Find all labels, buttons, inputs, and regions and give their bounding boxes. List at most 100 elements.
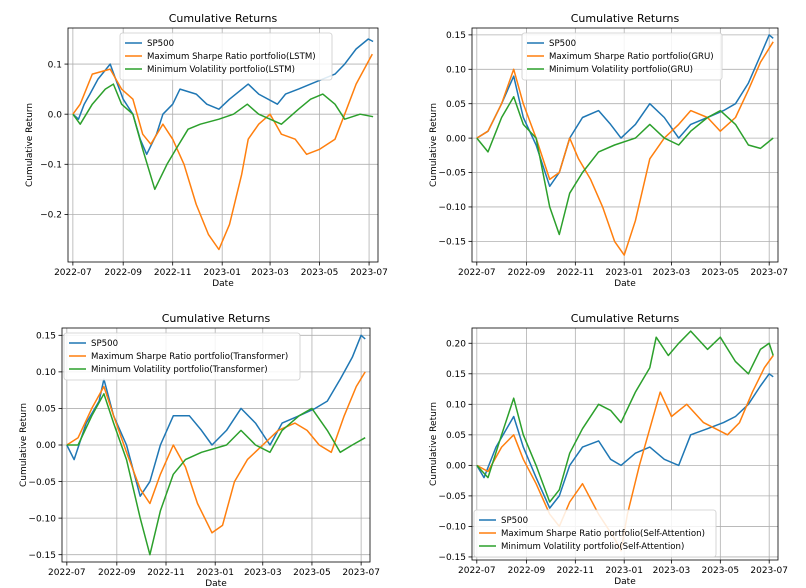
x-tick-label: 2023-01 xyxy=(605,566,643,576)
y-tick-label: −0.15 xyxy=(438,238,466,248)
x-tick-label: 2022-07 xyxy=(458,268,496,278)
y-tick-label: 0.0 xyxy=(48,110,63,120)
y-tick-label: 0.10 xyxy=(446,401,466,411)
y-tick-label: 0.10 xyxy=(446,65,466,75)
chart-panel-2: 2022-07 2022-09 2022-11 2023-01 2023-03 2023-… xyxy=(429,12,788,289)
legend-label: SP500 xyxy=(549,39,576,49)
x-tick-label: 2022-09 xyxy=(104,268,142,278)
x-axis-label: Date xyxy=(205,579,227,588)
y-axis-label: Cumulative Return xyxy=(429,402,439,486)
y-tick-label: −0.10 xyxy=(438,203,466,213)
y-tick-label: 0.00 xyxy=(36,441,56,451)
legend: SP500 Maximum Sharpe Ratio portfolio(Tran… xyxy=(63,332,301,381)
legend-label: Minimum Volatility portfolio(Self-Attent… xyxy=(501,542,684,552)
x-tick-label: 2023-07 xyxy=(350,268,388,278)
chart-panel-3: 2022-07 2022-09 2022-11 2023-01 2023-03 2023-… xyxy=(19,312,380,588)
series-line-3 xyxy=(66,393,366,556)
x-axis-label: Date xyxy=(614,577,636,587)
y-tick-label: 0.10 xyxy=(36,368,56,378)
x-tick-label: 2022-07 xyxy=(48,568,86,578)
y-tick-label: −0.05 xyxy=(28,478,56,488)
x-tick-label: 2022-11 xyxy=(147,568,185,578)
x-tick-label: 2023-05 xyxy=(293,568,331,578)
y-tick-label: −0.15 xyxy=(28,551,56,561)
x-tick-label: 2022-11 xyxy=(557,566,595,576)
x-tick-label: 2022-09 xyxy=(98,568,136,578)
chart-panel-4: 2022-07 2022-09 2022-11 2023-01 2023-03 2023-… xyxy=(429,312,788,587)
y-tick-label: 0.20 xyxy=(446,339,466,349)
legend-label: Maximum Sharpe Ratio portfolio(Transform… xyxy=(91,352,288,362)
series-line-3 xyxy=(476,330,774,503)
legend-box xyxy=(63,332,301,381)
chart-title: Cumulative Returns xyxy=(169,12,278,25)
series-line-1 xyxy=(476,34,774,188)
y-tick-label: 0.15 xyxy=(36,332,56,342)
chart-panel-1: 2022-07 2022-09 2022-11 2023-01 2023-03 2023-… xyxy=(25,12,388,289)
legend: SP500 Maximum Sharpe Ratio portfolio(GRU)… xyxy=(521,32,723,81)
legend-label: Minimum Volatility portfolio(GRU) xyxy=(549,65,693,75)
x-tick-label: 2023-07 xyxy=(342,568,380,578)
x-tick-label: 2023-03 xyxy=(653,566,691,576)
y-tick-label: −0.10 xyxy=(28,514,56,524)
series-line-3 xyxy=(72,83,374,191)
x-tick-label: 2023-07 xyxy=(750,566,788,576)
legend-label: SP500 xyxy=(91,339,118,349)
legend-label: Maximum Sharpe Ratio portfolio(GRU) xyxy=(549,52,714,62)
legend: SP500 Maximum Sharpe Ratio portfolio(LSTM… xyxy=(119,32,333,81)
legend-label: Maximum Sharpe Ratio portfolio(LSTM) xyxy=(147,52,316,62)
y-tick-label: 0.15 xyxy=(446,31,466,41)
plot-frame xyxy=(471,27,779,263)
x-tick-label: 2022-07 xyxy=(54,268,92,278)
chart-title: Cumulative Returns xyxy=(162,312,271,325)
x-tick-label: 2022-11 xyxy=(154,268,192,278)
x-tick-label: 2023-03 xyxy=(653,268,691,278)
x-tick-label: 2023-03 xyxy=(244,568,282,578)
legend-box xyxy=(473,509,717,558)
y-tick-label: 0.1 xyxy=(48,60,62,70)
y-tick-label: −0.2 xyxy=(40,211,62,221)
x-tick-label: 2023-05 xyxy=(702,268,740,278)
y-tick-label: −0.05 xyxy=(438,492,466,502)
series-line-2 xyxy=(72,53,373,251)
legend-label: Minimum Volatility portfolio(LSTM) xyxy=(147,65,295,75)
y-tick-label: 0.05 xyxy=(36,405,56,415)
y-axis-label: Cumulative Return xyxy=(25,103,35,187)
y-tick-label: −0.1 xyxy=(40,160,62,170)
x-axis-label: Date xyxy=(212,279,234,289)
y-tick-label: 0.05 xyxy=(446,431,466,441)
legend-label: Minimum Volatility portfolio(Transformer… xyxy=(91,365,268,375)
chart-title: Cumulative Returns xyxy=(571,12,680,25)
x-tick-label: 2022-07 xyxy=(458,566,496,576)
x-axis-label: Date xyxy=(614,279,636,289)
y-tick-label: −0.05 xyxy=(438,169,466,179)
y-tick-label: 0.00 xyxy=(446,134,466,144)
y-axis-label: Cumulative Return xyxy=(19,403,29,487)
x-tick-label: 2023-05 xyxy=(301,268,339,278)
y-tick-label: 0.00 xyxy=(446,462,466,472)
x-tick-label: 2023-03 xyxy=(251,268,289,278)
y-axis-label: Cumulative Return xyxy=(429,103,439,187)
plot-frame xyxy=(67,27,379,263)
chart-title: Cumulative Returns xyxy=(571,312,680,325)
y-tick-label: −0.10 xyxy=(438,523,466,533)
x-tick-label: 2023-07 xyxy=(750,268,788,278)
legend-label: Maximum Sharpe Ratio portfolio(Self-Atte… xyxy=(501,529,705,539)
x-tick-label: 2023-01 xyxy=(196,568,234,578)
x-tick-label: 2022-09 xyxy=(508,268,546,278)
legend-label: SP500 xyxy=(147,39,174,49)
x-tick-label: 2023-01 xyxy=(605,268,643,278)
x-tick-label: 2023-01 xyxy=(203,268,241,278)
x-tick-label: 2022-09 xyxy=(508,566,546,576)
series-line-2 xyxy=(476,41,774,256)
y-tick-label: 0.15 xyxy=(446,370,466,380)
series-line-2 xyxy=(66,371,366,534)
series-line-1 xyxy=(476,373,774,509)
plot-frame xyxy=(471,327,779,561)
x-tick-label: 2022-11 xyxy=(557,268,595,278)
legend-label: SP500 xyxy=(501,516,528,526)
series-line-3 xyxy=(476,96,774,236)
y-tick-label: 0.05 xyxy=(446,100,466,110)
legend-box xyxy=(119,32,333,81)
legend: SP500 Maximum Sharpe Ratio portfolio(Self… xyxy=(473,509,717,558)
